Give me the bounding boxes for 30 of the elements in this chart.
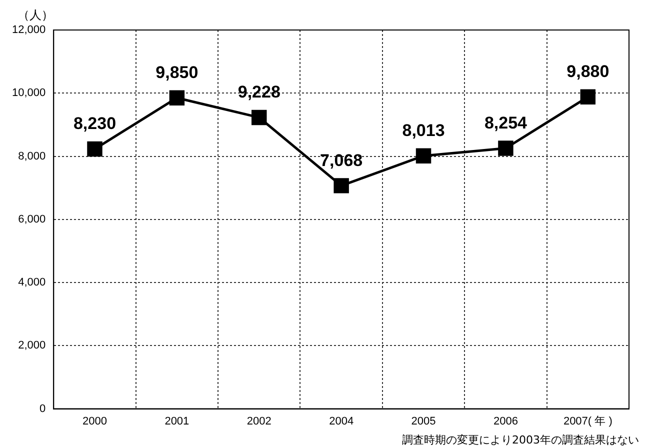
point bbox=[87, 141, 102, 157]
y-tick-label: 6,000 bbox=[18, 213, 46, 226]
y-tick-label: 2,000 bbox=[18, 340, 46, 352]
point bbox=[498, 140, 514, 156]
point bbox=[169, 90, 185, 106]
y-tick-label: 8,000 bbox=[18, 150, 46, 162]
x-tick-label: 2001 bbox=[164, 415, 190, 428]
data-label: 9,850 bbox=[156, 63, 198, 82]
point bbox=[334, 178, 349, 194]
data-label: 9,880 bbox=[566, 62, 610, 82]
x-tick-label: 2002 bbox=[246, 415, 272, 428]
point bbox=[580, 89, 596, 105]
x-tick-label: 2007( 年 ) bbox=[563, 415, 612, 428]
data-label: 7,068 bbox=[320, 150, 363, 170]
y-tick-label: 10,000 bbox=[12, 87, 46, 100]
data-label: 8,254 bbox=[484, 113, 528, 132]
y-tick-label: 0 bbox=[40, 402, 46, 415]
y-axis-title: （人） bbox=[18, 8, 54, 22]
point bbox=[416, 148, 432, 164]
x-tick-label: 2004 bbox=[329, 415, 354, 428]
x-tick-label: 2000 bbox=[82, 415, 107, 428]
x-tick-label: 2006 bbox=[493, 415, 518, 428]
data-label: 9,228 bbox=[238, 82, 280, 102]
text: 調査時期の変更により2003年の調査結果はない bbox=[402, 433, 639, 446]
data-label: 8,230 bbox=[73, 114, 116, 134]
data-label: 8,013 bbox=[402, 121, 445, 140]
x-tick-label: 2005 bbox=[411, 415, 436, 428]
point bbox=[252, 110, 267, 126]
y-tick-label: 12,000 bbox=[12, 24, 46, 36]
y-tick-label: 4,000 bbox=[18, 276, 46, 289]
